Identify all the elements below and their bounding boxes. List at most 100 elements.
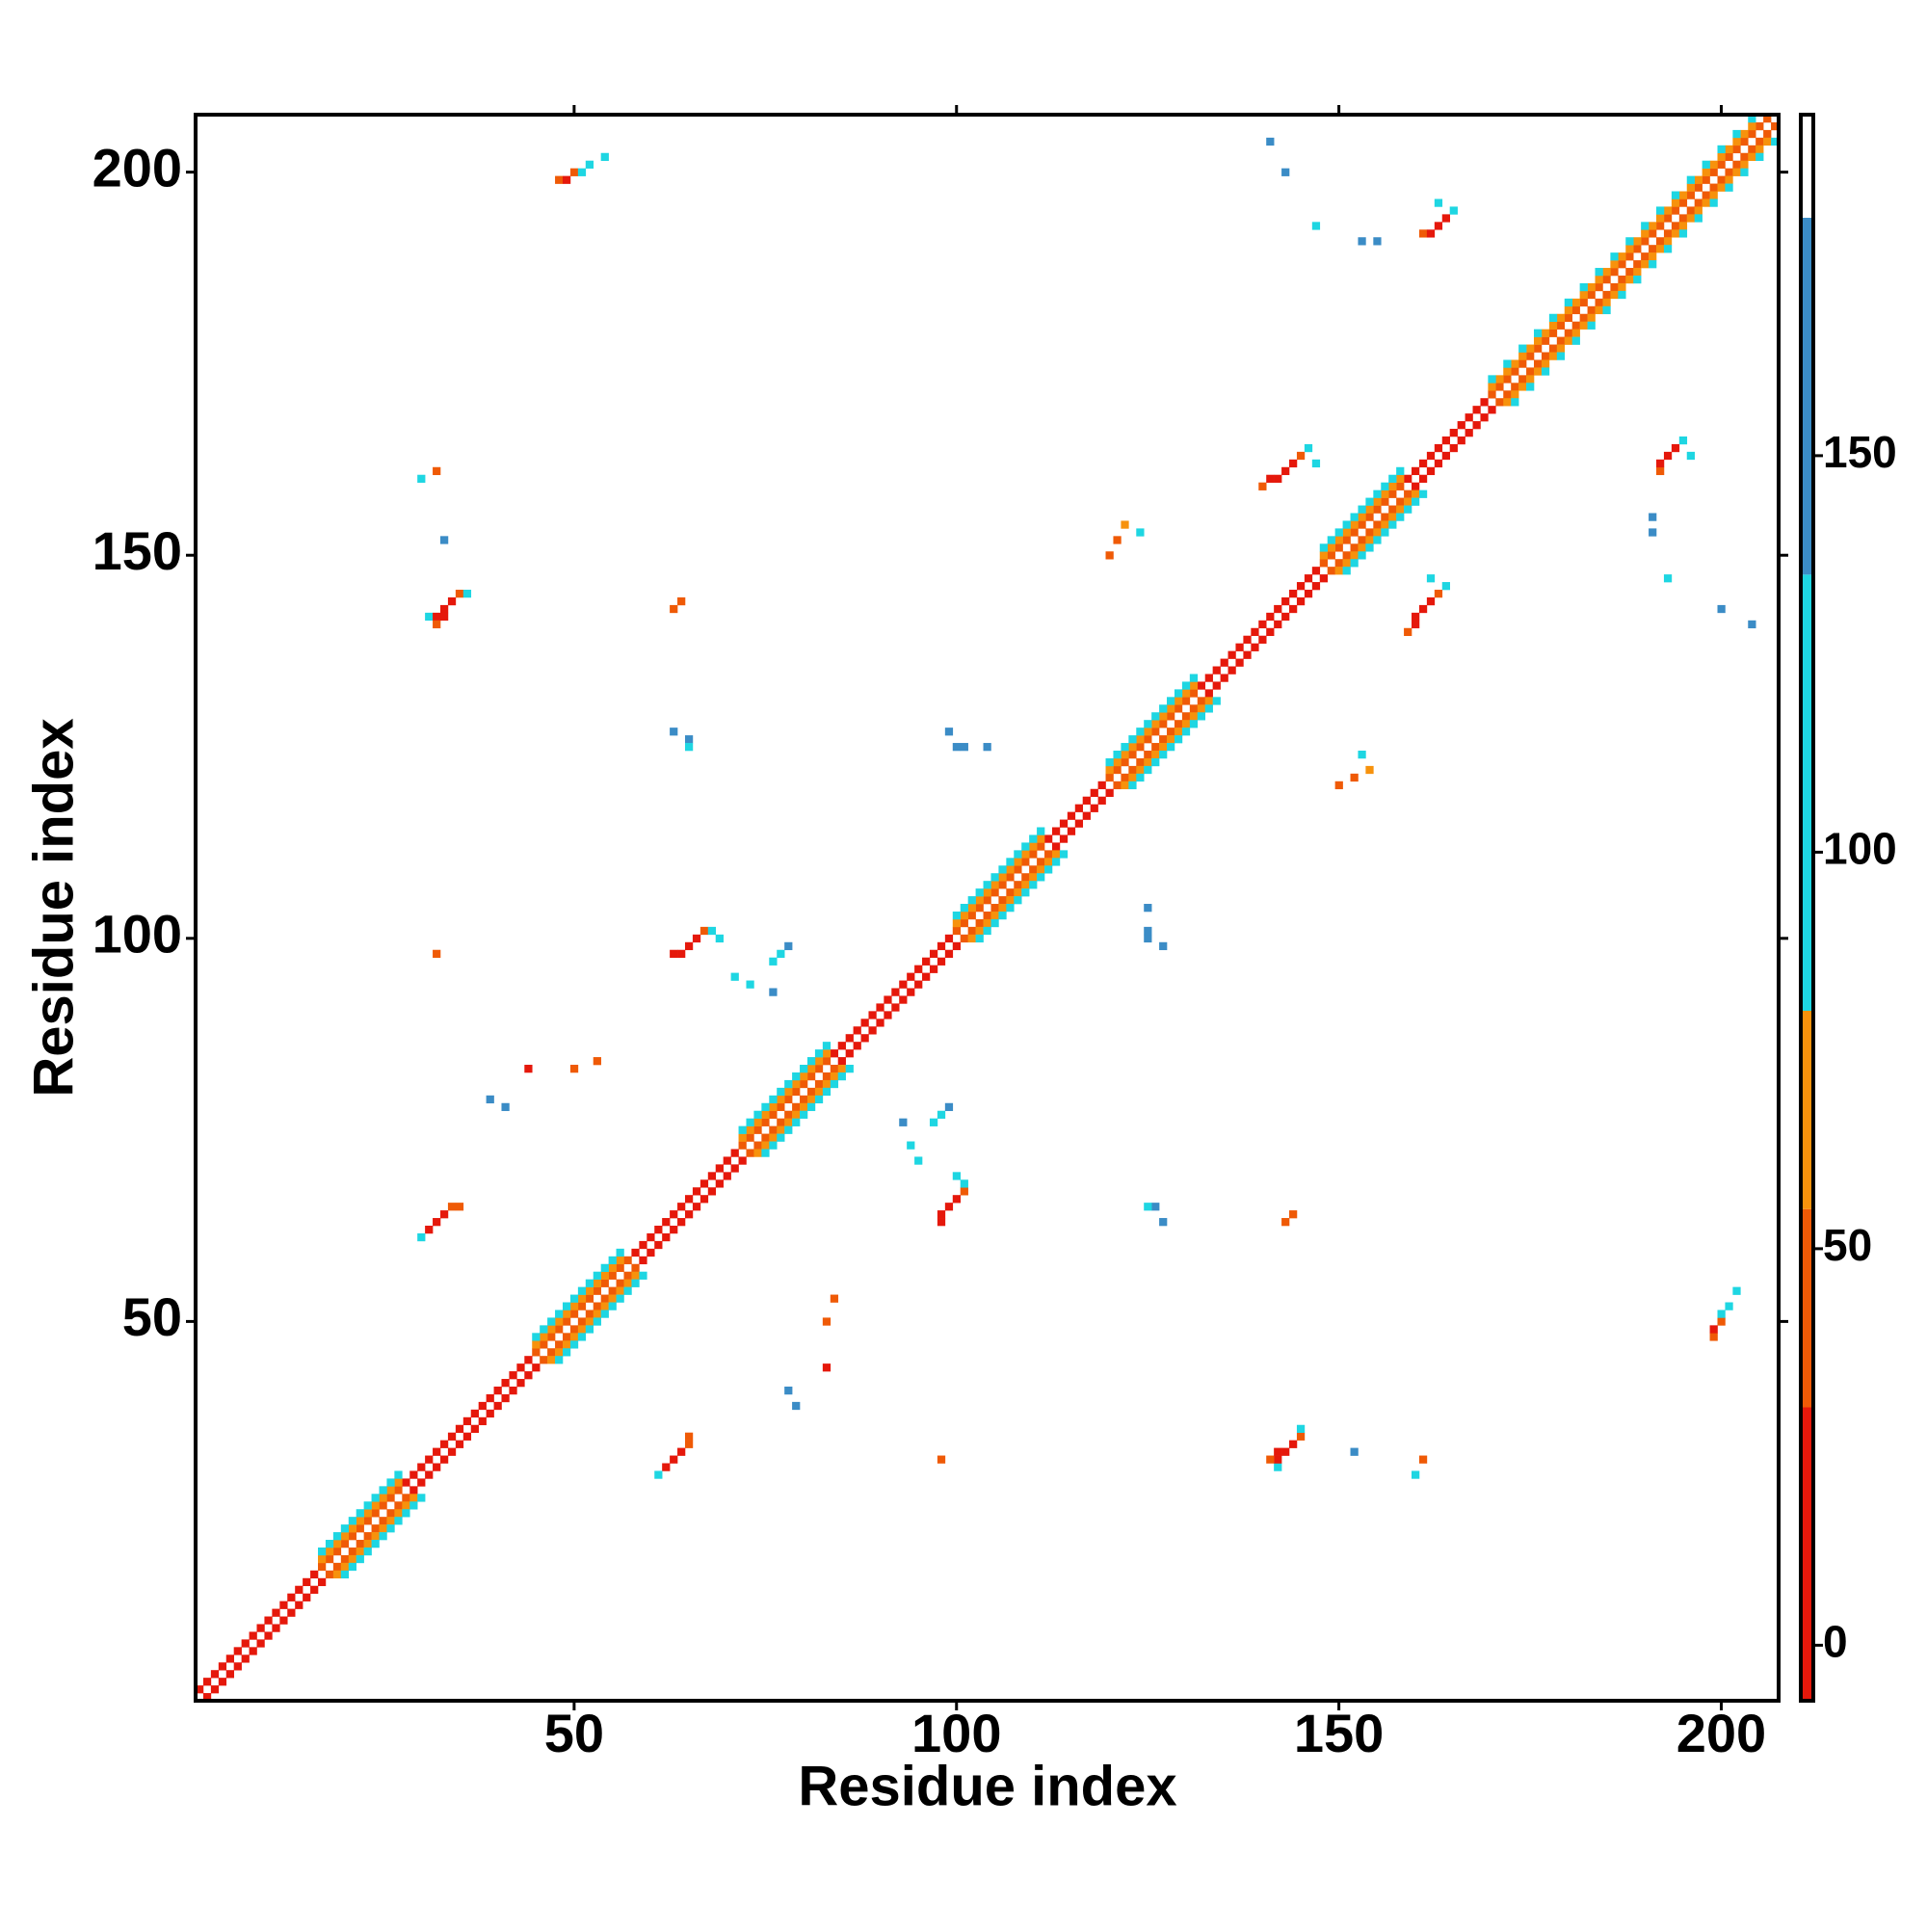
heatmap-cell xyxy=(447,1447,457,1456)
heatmap-cell xyxy=(753,1110,762,1119)
heatmap-cell xyxy=(1725,183,1733,192)
heatmap-cell xyxy=(761,1118,770,1126)
heatmap-cell xyxy=(1418,229,1428,238)
heatmap-cell xyxy=(662,1232,671,1242)
heatmap-cell xyxy=(753,1125,762,1134)
heatmap-cell xyxy=(577,1294,587,1303)
heatmap-cell xyxy=(1441,214,1451,223)
heatmap-cell xyxy=(777,1087,785,1097)
heatmap-cell xyxy=(272,1624,280,1632)
heatmap-cell xyxy=(1319,543,1329,552)
heatmap-cell xyxy=(317,1577,327,1587)
heatmap-cell xyxy=(1128,743,1137,752)
heatmap-cell xyxy=(1334,781,1343,790)
heatmap-cell xyxy=(899,995,908,1004)
heatmap-cell xyxy=(1564,313,1572,322)
heatmap-cell xyxy=(1457,421,1465,430)
heatmap-cell xyxy=(233,1647,242,1655)
heatmap-cell xyxy=(1518,344,1527,353)
heatmap-cell xyxy=(1518,383,1527,391)
colorbar-segment xyxy=(1801,217,1813,575)
heatmap-cell xyxy=(600,1302,609,1310)
heatmap-cell xyxy=(218,1678,227,1686)
heatmap-cell xyxy=(830,1072,839,1081)
heatmap-cell xyxy=(677,1218,686,1227)
heatmap-cell xyxy=(792,1087,801,1097)
x-tick-label: 200 xyxy=(1676,1703,1766,1763)
heatmap-cell xyxy=(1212,681,1221,690)
heatmap-cell xyxy=(562,1302,571,1310)
heatmap-cell xyxy=(937,1210,946,1219)
y-tick-label: 50 xyxy=(122,1286,182,1347)
heatmap-cell xyxy=(1610,290,1619,300)
heatmap-cell xyxy=(593,1271,601,1280)
heatmap-cell xyxy=(1526,383,1535,391)
heatmap-cell xyxy=(1412,612,1420,622)
heatmap-cell xyxy=(1274,1447,1282,1456)
heatmap-cell xyxy=(1197,697,1206,705)
heatmap-cell xyxy=(1304,443,1313,453)
heatmap-cell xyxy=(677,1203,686,1211)
heatmap-cell xyxy=(1266,627,1275,637)
heatmap-cell xyxy=(1144,926,1152,936)
heatmap-cell xyxy=(1518,359,1527,368)
heatmap-cell xyxy=(967,926,976,936)
heatmap-cell xyxy=(455,1424,464,1433)
heatmap-cell xyxy=(1159,941,1168,951)
heatmap-cell xyxy=(1373,528,1382,537)
heatmap-cell xyxy=(1113,781,1122,790)
heatmap-cell xyxy=(899,980,908,989)
heatmap-cell xyxy=(1227,650,1236,659)
heatmap-cell xyxy=(1174,728,1183,736)
heatmap-cell xyxy=(998,896,1007,905)
heatmap-cell xyxy=(1189,681,1199,690)
heatmap-cell xyxy=(715,1164,724,1173)
heatmap-cell xyxy=(1350,543,1359,552)
heatmap-cell xyxy=(1763,115,1772,123)
heatmap-cell xyxy=(784,1118,793,1126)
heatmap-cell xyxy=(746,980,754,989)
colorbar-tick-label: 100 xyxy=(1823,824,1897,874)
heatmap-cell xyxy=(1258,482,1267,490)
heatmap-cell xyxy=(868,1011,877,1019)
heatmap-cell xyxy=(1381,513,1389,521)
heatmap-cell xyxy=(1694,198,1703,207)
heatmap-cell xyxy=(455,590,464,598)
heatmap-cell xyxy=(914,965,923,973)
heatmap-cell xyxy=(952,1172,962,1180)
heatmap-cell xyxy=(1709,191,1718,199)
heatmap-cell xyxy=(746,1118,754,1126)
heatmap-cell xyxy=(555,1348,564,1357)
heatmap-cell xyxy=(1159,743,1168,752)
heatmap-cell xyxy=(1136,735,1145,744)
heatmap-cell xyxy=(1755,121,1764,131)
heatmap-cell xyxy=(990,888,999,897)
heatmap-cell xyxy=(1488,383,1496,391)
colorbar-tick-label: 50 xyxy=(1823,1220,1872,1270)
heatmap-cell xyxy=(1373,497,1382,506)
heatmap-cell xyxy=(1381,490,1389,498)
heatmap-cell xyxy=(386,1494,395,1502)
heatmap-cell xyxy=(409,1501,418,1510)
heatmap-cell xyxy=(540,1356,548,1364)
heatmap-cell xyxy=(439,1440,449,1448)
heatmap-cell xyxy=(876,1019,884,1027)
heatmap-cell xyxy=(1633,275,1642,284)
heatmap-cell xyxy=(730,1164,739,1173)
heatmap-cell xyxy=(1289,590,1298,598)
heatmap-cell xyxy=(998,881,1007,889)
heatmap-cell xyxy=(394,1478,403,1487)
heatmap-cell xyxy=(386,1486,395,1495)
heatmap-cell xyxy=(929,1118,938,1126)
heatmap-cell xyxy=(1449,206,1458,215)
heatmap-cell xyxy=(662,1218,671,1227)
x-tick-label: 100 xyxy=(911,1703,1001,1763)
heatmap-cell xyxy=(371,1524,380,1533)
heatmap-cell xyxy=(1029,881,1038,889)
heatmap-cell xyxy=(1105,788,1114,798)
heatmap-cell xyxy=(1113,536,1122,544)
heatmap-cell xyxy=(562,1317,571,1326)
heatmap-cell xyxy=(1311,567,1321,575)
heatmap-cell xyxy=(1105,757,1114,767)
heatmap-cell xyxy=(684,1432,694,1441)
